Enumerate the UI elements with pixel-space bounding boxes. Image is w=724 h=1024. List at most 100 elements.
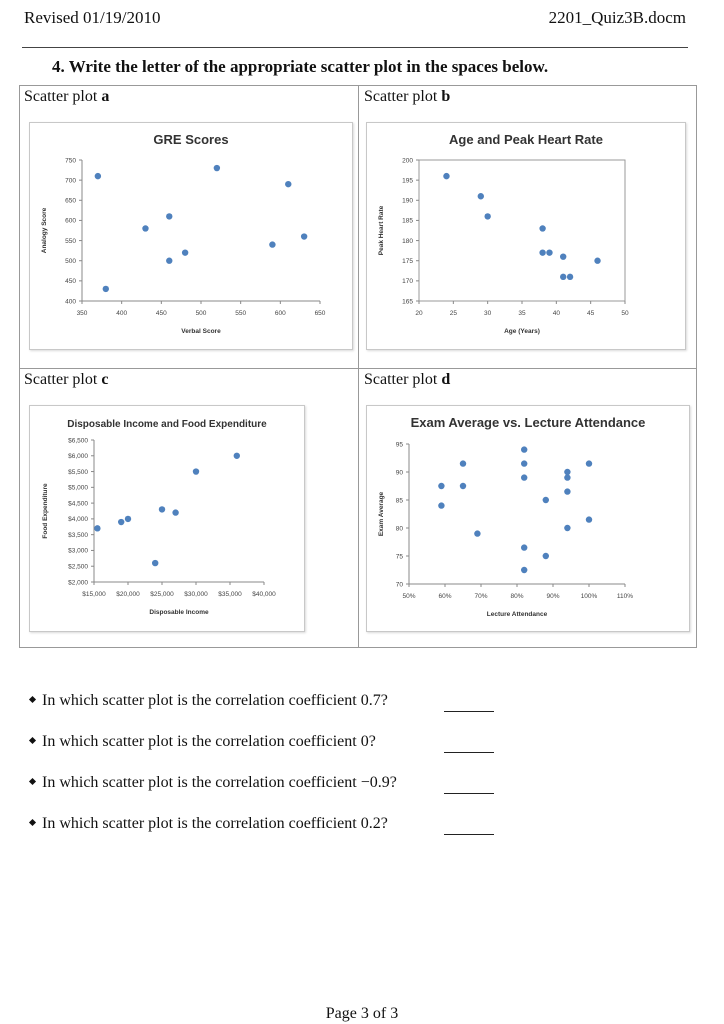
data-point — [269, 241, 276, 248]
y-tick-label: $2,500 — [68, 564, 88, 571]
question-text: In which scatter plot is the correlation… — [42, 692, 388, 709]
chart-frame-d: Exam Average vs. Lecture Attendance 70 75 8… — [366, 405, 690, 632]
y-tick-label: 450 — [65, 278, 76, 285]
x-tick-label: $15,000 — [82, 591, 106, 598]
y-tick-label: 170 — [402, 278, 413, 285]
y-tick-label: 600 — [65, 218, 76, 225]
answer-blank[interactable] — [444, 752, 494, 753]
data-point — [233, 452, 240, 459]
x-tick-label: 450 — [156, 310, 167, 317]
chart-title: GRE Scores — [153, 132, 228, 147]
x-tick-label: 35 — [518, 310, 526, 317]
bullet-icon — [28, 695, 37, 704]
x-tick-label: $40,000 — [252, 591, 276, 598]
data-point — [566, 273, 574, 281]
data-point — [181, 249, 189, 256]
question-item: In which scatter plot is the correlation… — [28, 692, 494, 733]
x-tick-label: 500 — [196, 310, 207, 317]
x-axis-label: Disposable Income — [149, 609, 209, 616]
grid-horizontal-divider — [20, 368, 696, 369]
x-tick-label: 20 — [415, 310, 423, 317]
question-text: In which scatter plot is the correlation… — [42, 733, 376, 750]
data-point — [542, 496, 549, 504]
answer-blank[interactable] — [444, 834, 494, 835]
label-text: Scatter plot — [24, 88, 102, 105]
question-text: In which scatter plot is the correlation… — [42, 774, 397, 791]
header-rule — [22, 47, 688, 48]
y-tick-label: 750 — [65, 157, 76, 164]
y-tick-label: 85 — [396, 497, 404, 504]
data-point — [521, 544, 528, 551]
y-tick-label: $2,000 — [68, 579, 88, 586]
data-point — [539, 249, 546, 256]
y-tick-label: 190 — [402, 198, 413, 205]
data-point — [477, 193, 484, 200]
bullet-icon — [28, 736, 37, 745]
y-tick-label: 175 — [402, 258, 413, 265]
data-point — [443, 172, 450, 180]
y-tick-label: 550 — [65, 238, 76, 245]
question-item: In which scatter plot is the correlation… — [28, 774, 494, 815]
x-tick-label: 60% — [438, 593, 451, 600]
data-point — [213, 164, 221, 172]
x-tick-label: 80% — [510, 593, 523, 600]
data-point — [459, 460, 467, 467]
data-point — [94, 525, 101, 532]
label-text: Scatter plot — [24, 371, 102, 388]
data-point — [564, 524, 571, 532]
data-point — [166, 257, 173, 264]
y-tick-label: $5,000 — [68, 485, 88, 492]
data-point — [560, 273, 567, 281]
question-list: In which scatter plot is the correlation… — [28, 692, 494, 856]
data-point — [285, 180, 292, 188]
x-tick-label: 550 — [235, 310, 246, 317]
y-tick-label: 200 — [402, 157, 413, 164]
y-axis-label: Peak Heart Rate — [378, 205, 385, 255]
y-tick-label: 650 — [65, 198, 76, 205]
question-title: 4. Write the letter of the appropriate s… — [52, 57, 549, 76]
x-axis-label: Age (Years) — [504, 328, 540, 335]
data-point — [564, 474, 571, 481]
data-point — [158, 506, 166, 513]
y-tick-label: $4,000 — [68, 516, 88, 523]
y-tick-label: 70 — [396, 581, 404, 588]
x-tick-label: 350 — [77, 310, 88, 317]
x-axis-label: Verbal Score — [181, 328, 221, 335]
data-point — [585, 516, 593, 523]
page-number: Page 3 of 3 — [325, 1005, 399, 1022]
scatter-plot-b-label: Scatter plot b — [364, 88, 450, 106]
chart-frame-c: Disposable Income and Food Expenditure $2… — [29, 405, 305, 632]
y-axis-label: Exam Average — [378, 491, 385, 536]
answer-blank[interactable] — [444, 793, 494, 794]
x-tick-label: 30 — [484, 310, 492, 317]
revised-date: Revised 01/19/2010 — [24, 8, 161, 27]
plot-letter: b — [441, 88, 451, 105]
data-point — [459, 482, 467, 490]
data-point — [521, 474, 528, 481]
x-tick-label: 100% — [581, 593, 598, 600]
data-point — [142, 225, 149, 232]
x-tick-label: 650 — [315, 310, 326, 317]
y-tick-label: 185 — [402, 218, 413, 225]
bullet-icon — [28, 777, 37, 786]
data-point — [438, 502, 445, 509]
scatter-chart-age-heart-rate: Age and Peak Heart Rate 165 170 175 180 185 19… — [378, 132, 629, 335]
chart-frame-a: GRE Scores 400 450 500 550 600 650 700 750 350 400… — [29, 122, 353, 350]
question-text: In which scatter plot is the correlation… — [42, 815, 388, 832]
y-tick-label: $6,500 — [68, 437, 88, 444]
data-point — [542, 552, 549, 560]
x-tick-label: 600 — [275, 310, 286, 317]
y-tick-label: $4,500 — [68, 500, 88, 507]
x-tick-label: $30,000 — [184, 591, 208, 598]
data-point — [546, 249, 553, 256]
x-tick-label: $20,000 — [116, 591, 140, 598]
scatter-plot-c-label: Scatter plot c — [24, 371, 108, 389]
data-point — [539, 225, 546, 232]
y-tick-label: 80 — [396, 525, 404, 532]
answer-blank[interactable] — [444, 711, 494, 712]
y-tick-label: 180 — [402, 238, 413, 245]
data-point — [102, 285, 110, 293]
grid-vertical-divider — [358, 86, 359, 647]
plot-letter: c — [101, 371, 109, 388]
y-tick-label: 90 — [396, 469, 404, 476]
